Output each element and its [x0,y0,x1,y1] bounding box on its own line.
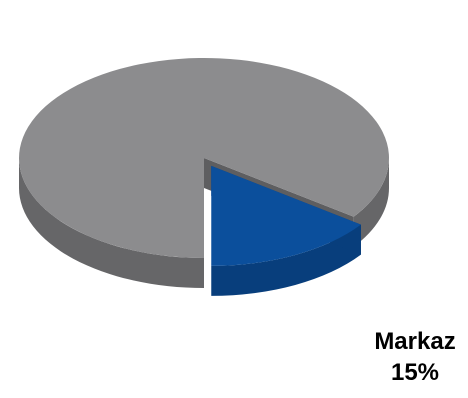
slice-other-side [19,158,204,288]
slice-markaz [211,165,361,296]
slice-label-name: Markaz [374,328,456,355]
slice-markaz-top [211,165,361,266]
slice-label-markaz: Markaz 15% [362,326,468,388]
slice-markaz-side [211,224,361,296]
slice-label-value: 15% [390,359,440,386]
slice-other-top [19,57,390,258]
slice-other-side [353,158,389,247]
